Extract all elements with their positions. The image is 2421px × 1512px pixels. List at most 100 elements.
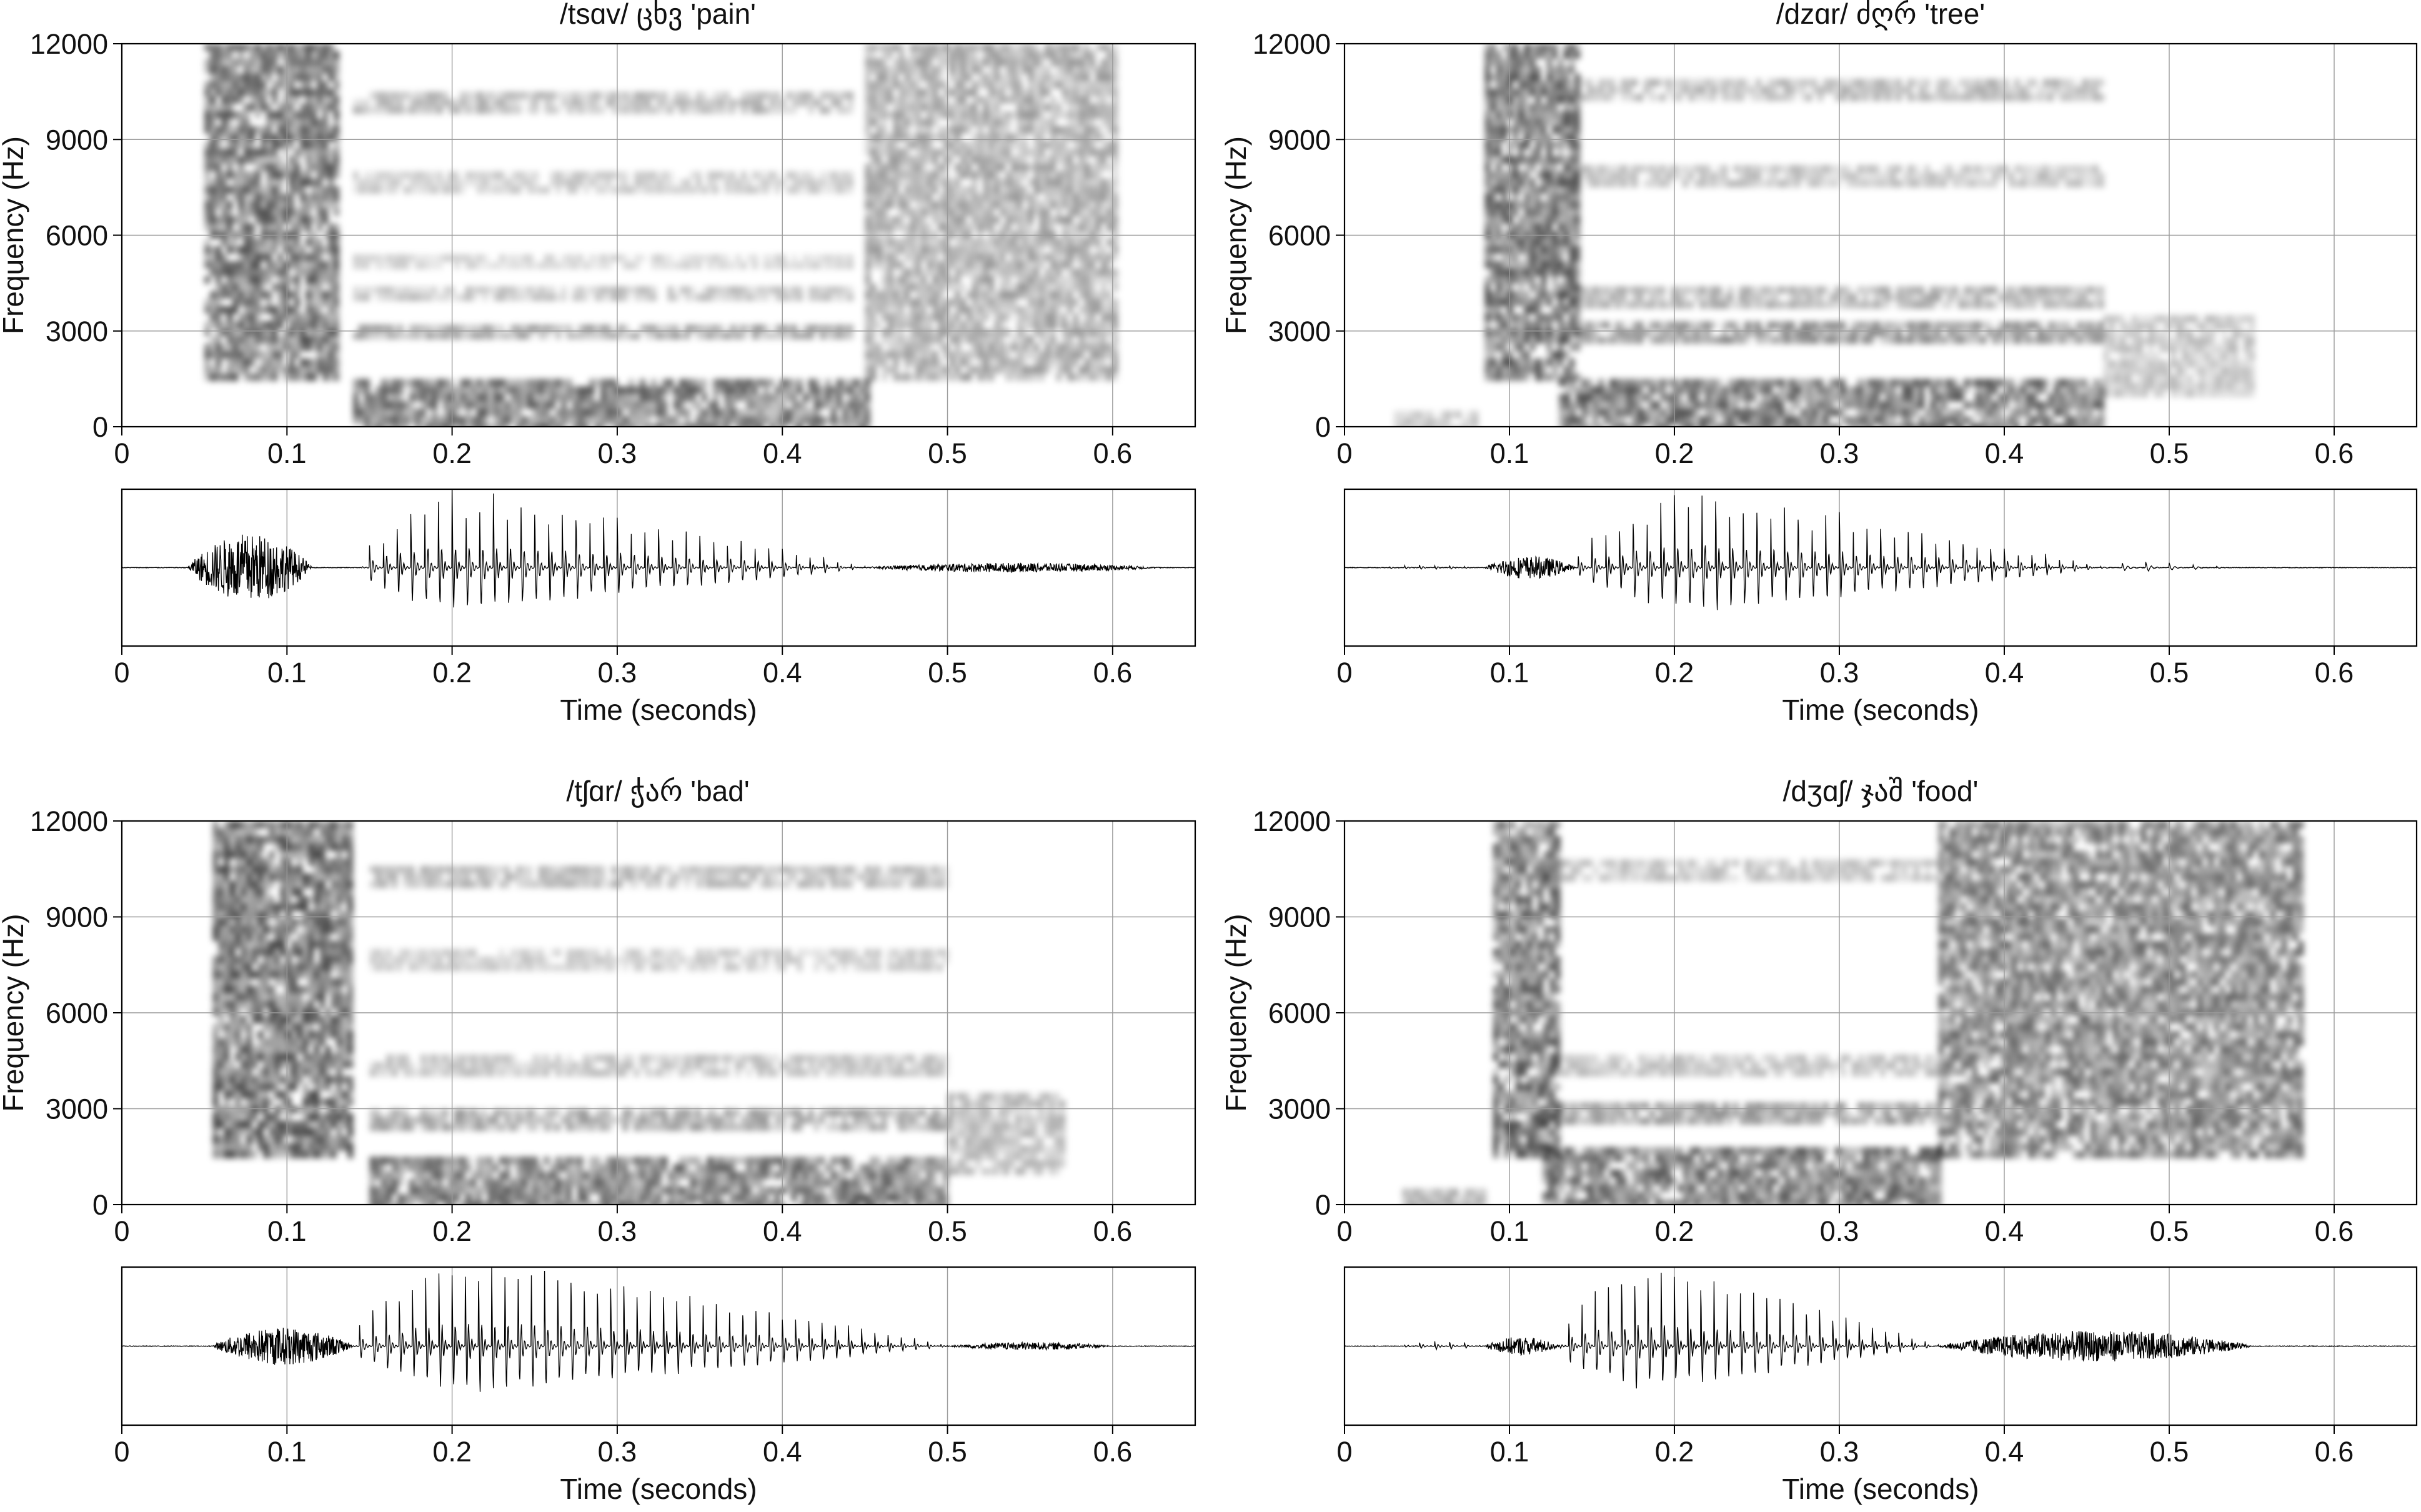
spectrogram-cell: [775, 424, 780, 431]
spectrogram-cell: [1106, 321, 1112, 329]
spectrogram-cell: [1574, 344, 1580, 351]
spectrogram-cell: [216, 164, 221, 171]
spectrogram-cell: [955, 284, 960, 291]
spectrogram-cell: [938, 299, 943, 306]
spectrogram-cell: [887, 179, 893, 186]
spectrogram-cell: [381, 179, 387, 186]
spectrogram-cell: [775, 92, 780, 99]
spectrogram-cell: [1563, 141, 1569, 149]
spectrogram-cell: [1078, 269, 1084, 276]
spectrogram-cell: [910, 209, 915, 216]
spectrogram-cell: [272, 66, 277, 74]
spectrogram-cell: [994, 291, 1000, 299]
spectrogram-cell: [232, 284, 238, 291]
spectrogram-cell: [426, 294, 432, 301]
spectrogram-cell: [510, 107, 516, 114]
spectrogram-cell: [1061, 141, 1067, 149]
spectrogram-cell: [322, 336, 328, 344]
spectrogram-cell: [910, 194, 915, 201]
spectrogram-cell: [505, 179, 510, 186]
spectrogram-cell: [1541, 321, 1546, 329]
spectrogram-cell: [317, 254, 322, 261]
spectrogram-cell: [848, 424, 853, 431]
spectrogram-cell: [1507, 156, 1513, 164]
spectrogram-cell: [1061, 216, 1067, 224]
spectrogram-cell: [1496, 209, 1501, 216]
spectrogram-cell: [561, 379, 567, 386]
spectrogram-cell: [983, 74, 988, 81]
spectrogram-cell: [792, 424, 797, 431]
spectrogram-cell: [1011, 299, 1017, 306]
spectrogram-cell: [232, 306, 238, 314]
spectrogram-cell: [249, 351, 255, 359]
spectrogram-cell: [927, 66, 932, 74]
waveform-xtick-label: 0.5: [928, 657, 967, 689]
spectrogram-cell: [420, 262, 426, 269]
spectrogram-cell: [204, 186, 210, 194]
spectrogram-cell: [690, 262, 696, 269]
spectrogram-cell: [1524, 201, 1529, 209]
spectrogram-cell: [1067, 81, 1073, 89]
spectrogram-cell: [1039, 216, 1045, 224]
spectrogram-cell: [1011, 254, 1017, 261]
spectrogram-cell: [612, 401, 617, 409]
spectrogram-cell: [1106, 329, 1112, 336]
spectrogram-cell: [1095, 111, 1101, 119]
spectrogram-cell: [668, 386, 674, 394]
spectrogram-cell: [668, 254, 674, 262]
spectrogram-cell: [334, 126, 339, 134]
spectrogram-cell: [1050, 74, 1056, 81]
spectrogram-cell: [216, 171, 221, 179]
spectrogram-cell: [651, 286, 657, 294]
spectrogram-cell: [1501, 336, 1507, 344]
spectrogram-cell: [404, 107, 409, 114]
spectrogram-cell: [1067, 374, 1073, 381]
spectrogram-cell: [595, 254, 600, 262]
spectrogram-cell: [972, 66, 977, 74]
spectrogram-cell: [1569, 149, 1574, 156]
spectrogram-cell: [1513, 194, 1518, 201]
spectrogram-cell: [870, 96, 876, 104]
spectrogram-cell: [994, 269, 1000, 276]
spectrogram-cell: [629, 401, 634, 409]
spectrogram-cell: [204, 149, 210, 156]
spectrogram-cell: [204, 44, 210, 51]
spectrogram-cell: [300, 246, 306, 254]
spectrogram-cell: [289, 366, 294, 374]
spectrogram-cell: [516, 409, 522, 416]
spectrogram-cell: [1569, 194, 1574, 201]
spectrogram-cell: [426, 332, 432, 340]
spectrogram-cell: [797, 286, 803, 294]
spectrogram-cell: [216, 66, 221, 74]
spectrogram-cell: [317, 224, 322, 231]
spectrogram-cell: [1546, 224, 1552, 231]
spectrogram-cell: [674, 294, 679, 301]
spectrogram-cell: [544, 424, 550, 431]
spectrogram-cell: [848, 416, 853, 424]
spectrogram-cell: [221, 269, 227, 276]
spectrogram-cell: [668, 416, 674, 424]
spectrogram-cell: [334, 59, 339, 66]
spectrogram-cell: [853, 424, 859, 431]
spectrogram-cell: [921, 209, 927, 216]
spectrogram-cell: [584, 107, 589, 114]
spectrogram-cell: [1011, 96, 1017, 104]
spectrogram-cell: [898, 284, 904, 291]
spectrogram-cell: [1513, 239, 1518, 246]
spectrogram-cell: [1101, 104, 1106, 111]
spectrogram-cell: [893, 374, 898, 381]
spectrogram-cell: [887, 351, 893, 359]
spectrogram-cell: [882, 269, 887, 276]
spectrogram-cell: [1529, 51, 1535, 59]
spectrogram-cell: [289, 194, 294, 201]
spectrogram-cell: [277, 44, 283, 51]
spectrogram-cell: [1541, 119, 1546, 126]
spectrogram-cell: [1095, 209, 1101, 216]
spectrogram-cell: [1005, 141, 1011, 149]
spectrogram-cell: [261, 359, 266, 366]
spectrogram-cell: [1073, 239, 1078, 246]
spectrogram-cell: [334, 336, 339, 344]
spectrogram-cell: [780, 294, 786, 301]
spectrogram-cell: [893, 344, 898, 351]
